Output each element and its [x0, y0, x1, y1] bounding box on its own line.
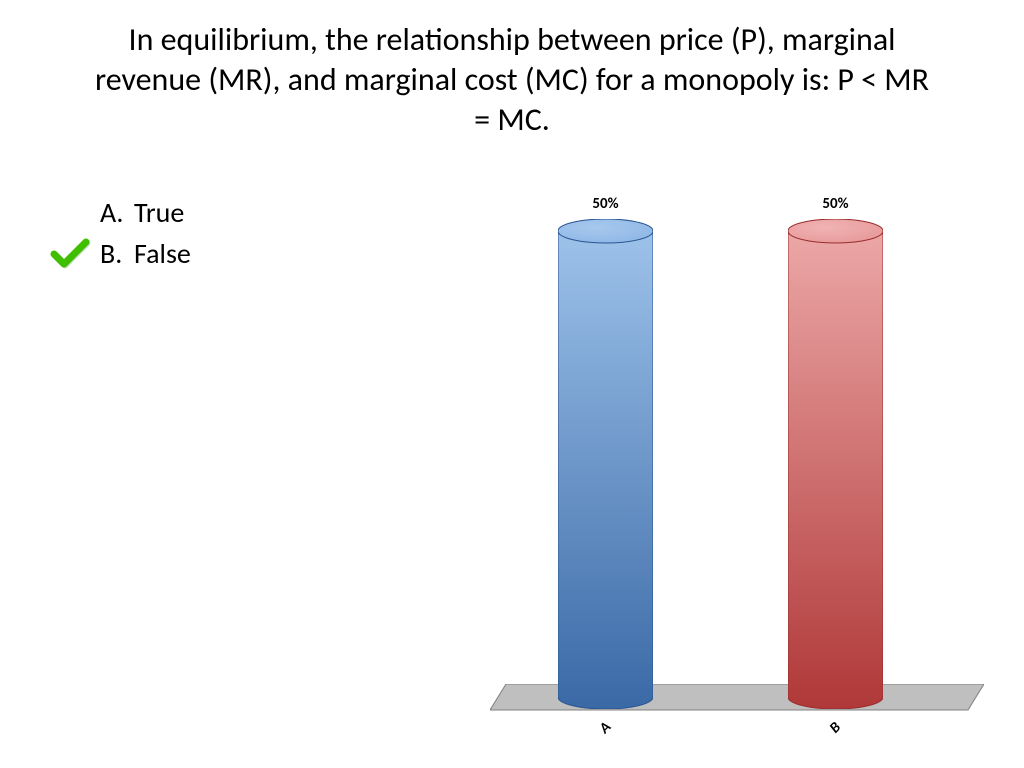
option-text: True [134, 195, 184, 230]
answer-option: A. True [100, 195, 191, 230]
option-letter: B. [100, 236, 134, 271]
bar-value: 50% [558, 195, 653, 213]
question-title: In equilibrium, the relationship between… [0, 0, 1024, 150]
answer-options: A. True B. False [100, 195, 191, 277]
bar: 50% B [788, 219, 883, 709]
bar-value: 50% [788, 195, 883, 213]
option-text: False [134, 236, 191, 271]
option-letter: A. [100, 195, 134, 230]
answer-option: B. False [100, 236, 191, 271]
results-chart: 50% A 50% [490, 195, 990, 755]
checkmark-icon [50, 238, 90, 278]
bar: 50% A [558, 219, 653, 709]
